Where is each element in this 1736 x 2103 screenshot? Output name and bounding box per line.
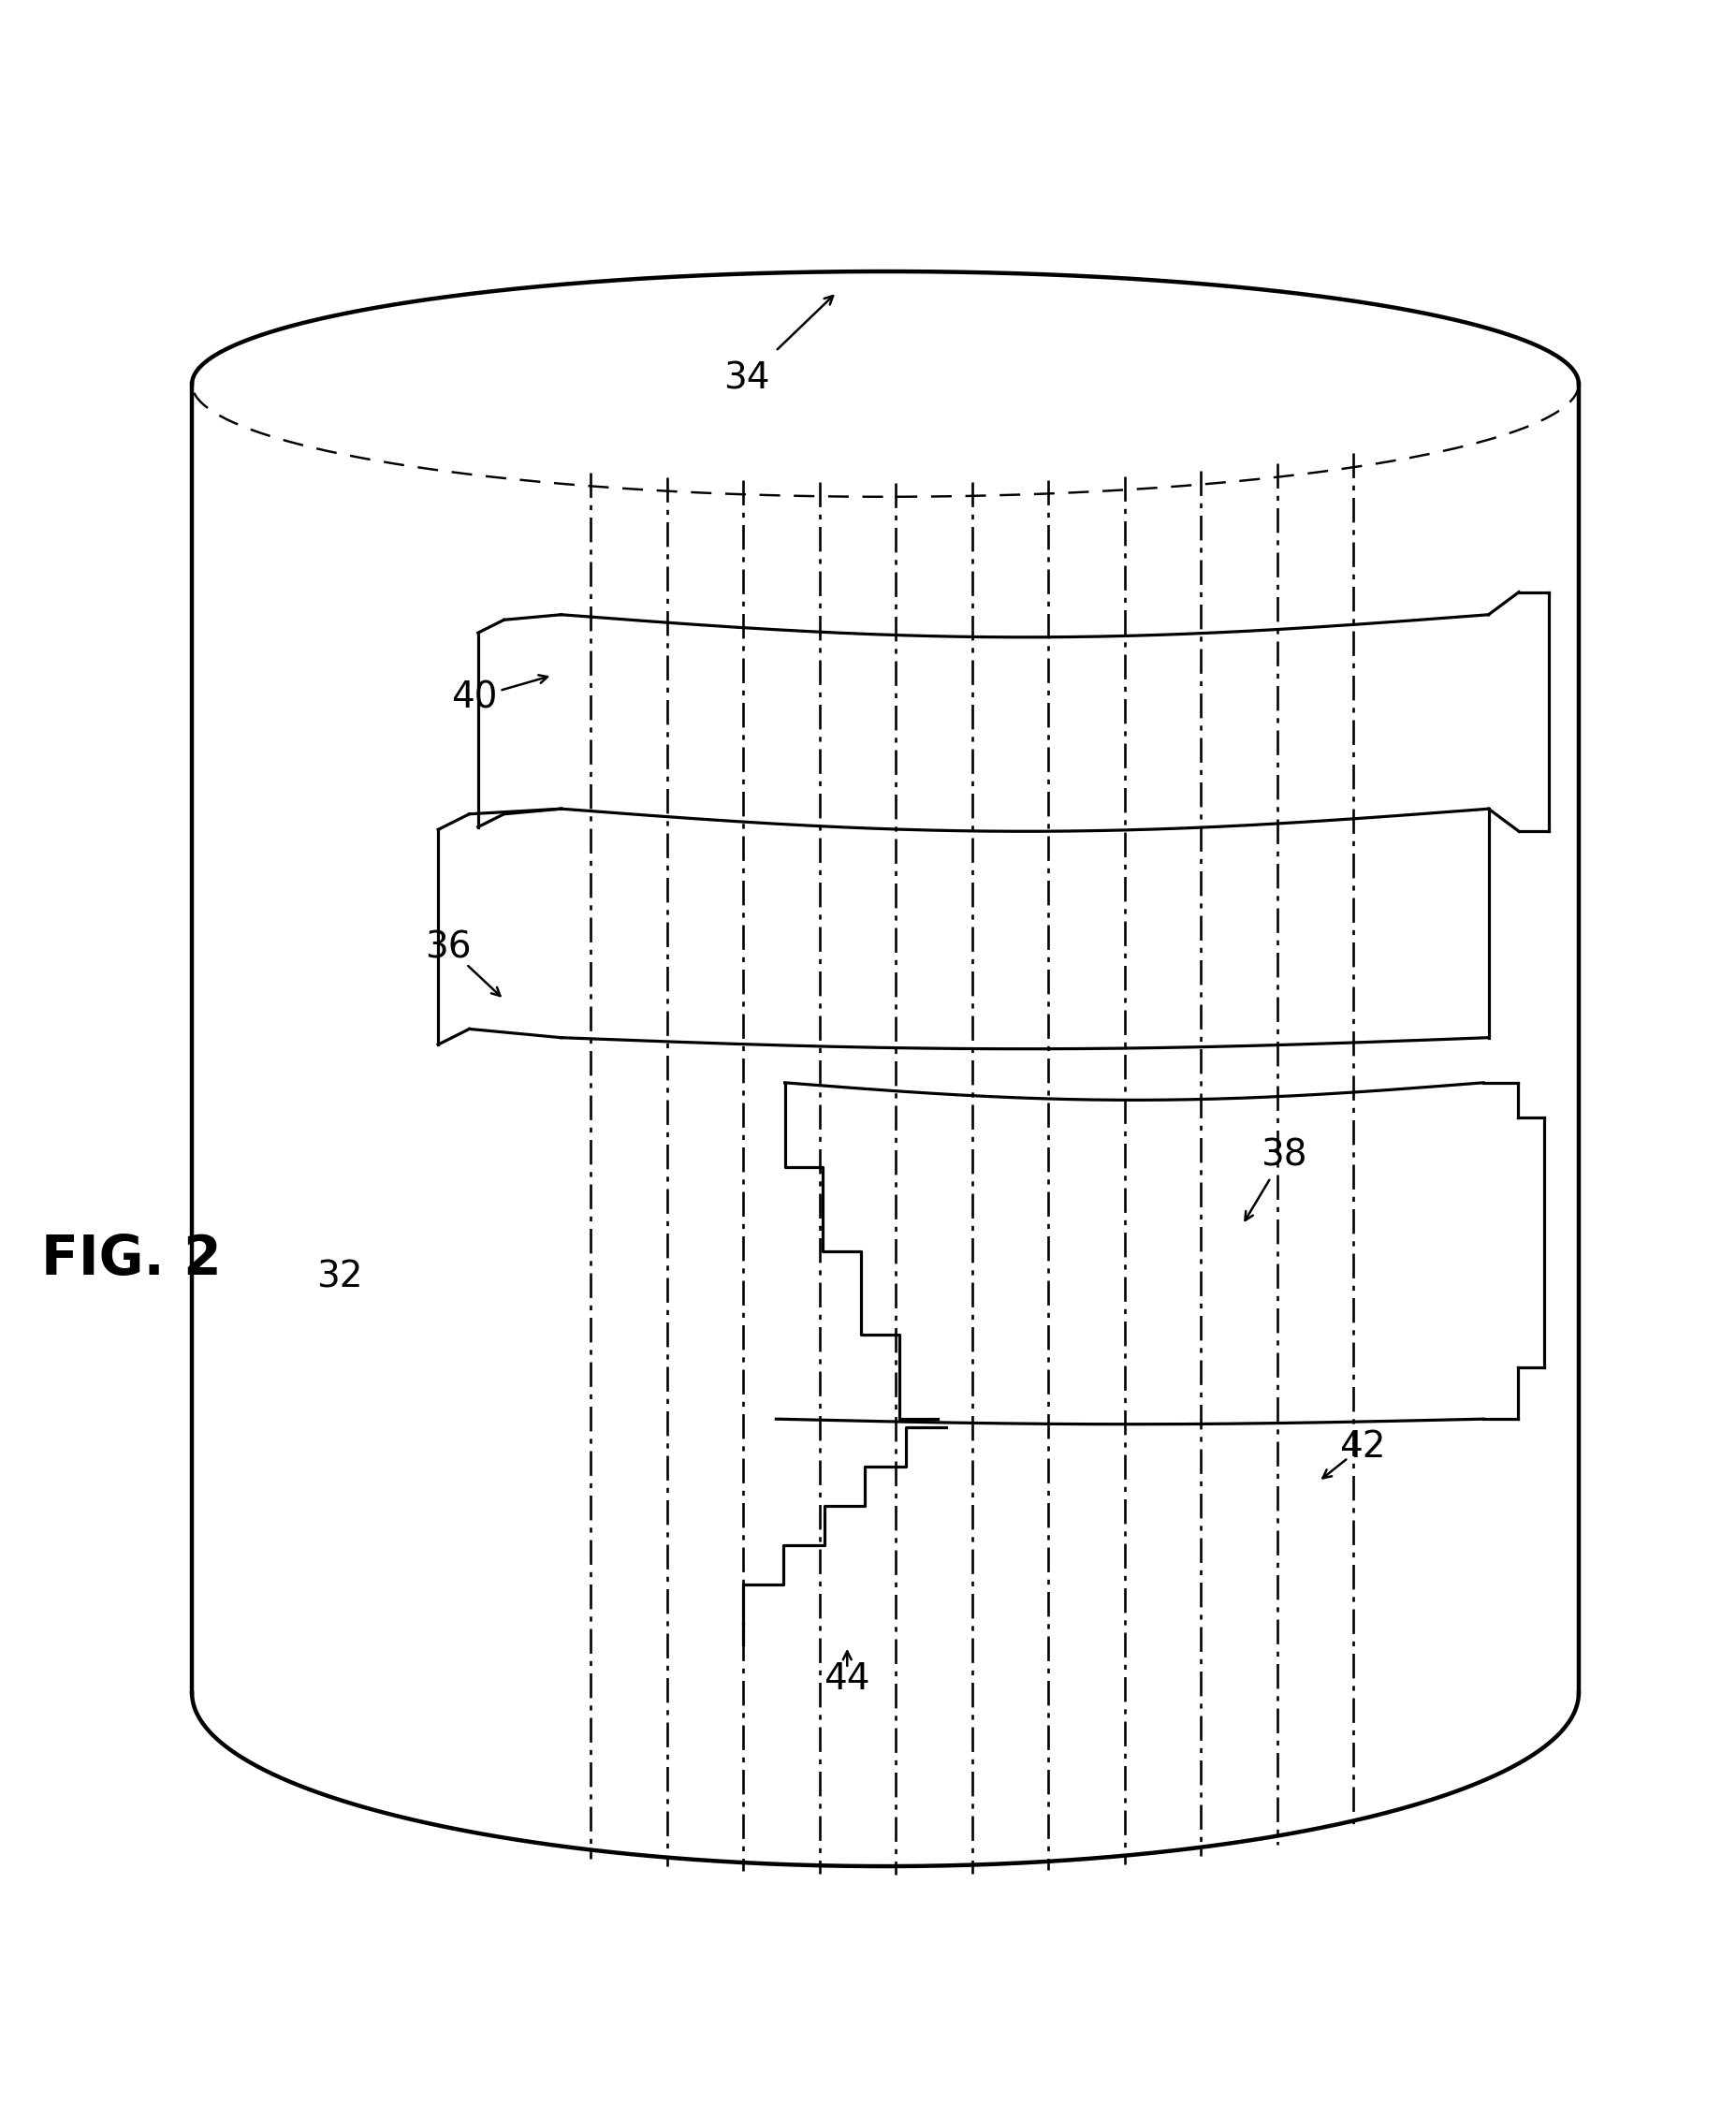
Text: 44: 44 (825, 1661, 870, 1697)
Text: 34: 34 (724, 362, 769, 397)
Text: 38: 38 (1260, 1138, 1307, 1173)
Text: 36: 36 (425, 930, 472, 965)
Text: 32: 32 (316, 1260, 363, 1295)
Text: 40: 40 (451, 679, 498, 715)
Text: 42: 42 (1338, 1428, 1385, 1464)
Text: FIG. 2: FIG. 2 (42, 1232, 222, 1287)
